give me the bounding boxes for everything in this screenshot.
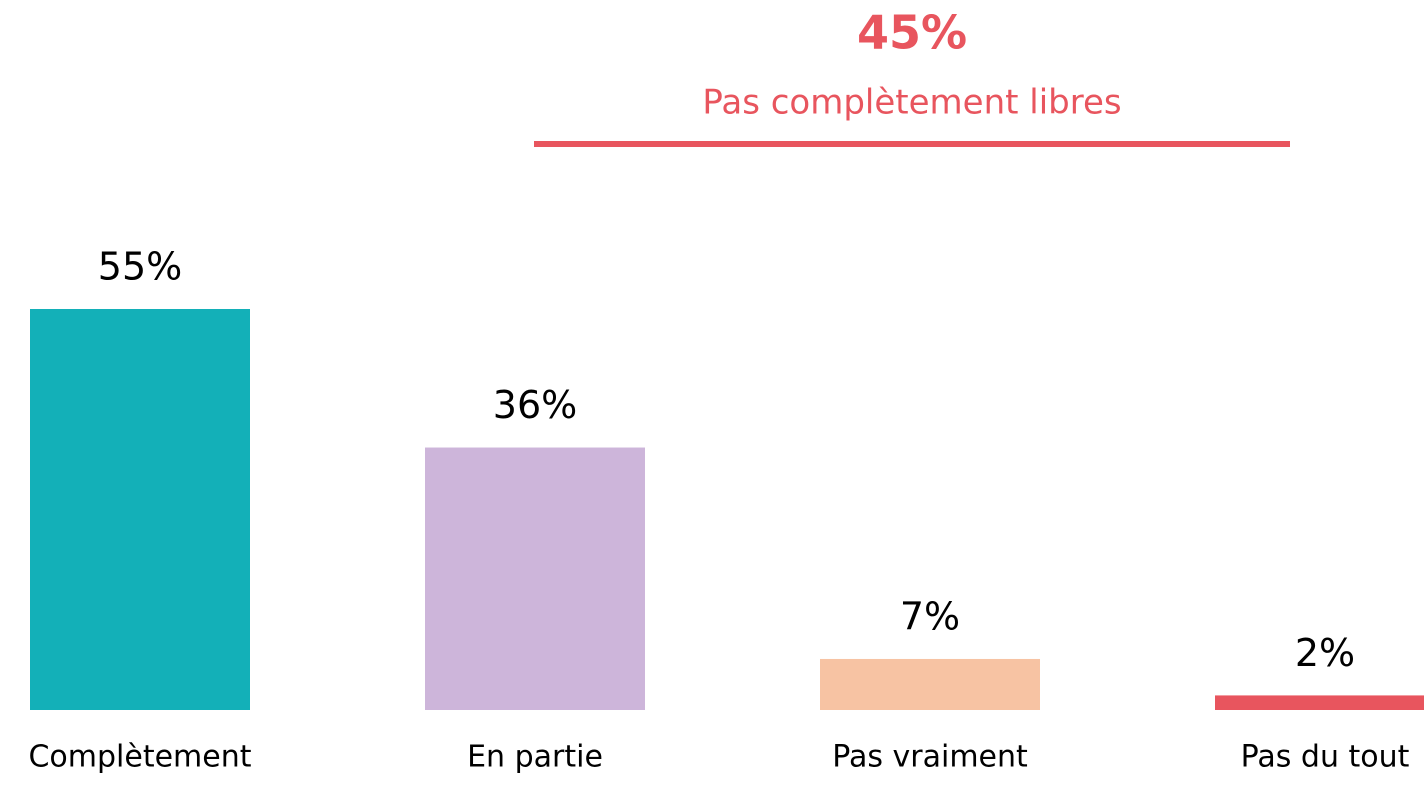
- annotation-text: Pas complètement libres: [702, 83, 1121, 123]
- bar: [425, 447, 645, 710]
- value-label: 55%: [98, 245, 182, 289]
- bar: [1215, 695, 1424, 710]
- x-tick-label: Pas du tout: [1241, 740, 1410, 775]
- value-label: 36%: [493, 383, 577, 427]
- bar: [30, 309, 250, 710]
- annotation-title: 45%: [857, 6, 967, 60]
- value-label: 2%: [1295, 631, 1355, 675]
- bar: [820, 658, 1040, 710]
- x-tick-label: En partie: [467, 740, 603, 775]
- value-label: 7%: [900, 594, 960, 638]
- x-tick-label: Complètement: [28, 740, 251, 775]
- x-tick-label: Pas vraiment: [832, 740, 1028, 775]
